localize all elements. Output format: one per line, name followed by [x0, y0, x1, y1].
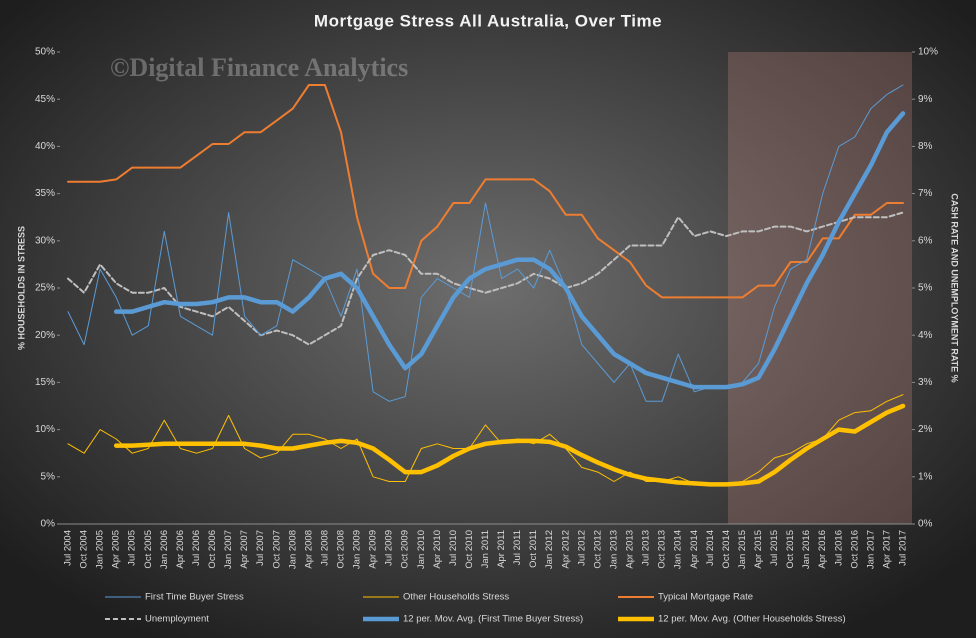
x-tick-label: Jan 2007 — [223, 530, 234, 569]
series-line — [67, 211, 904, 346]
legend-label: 12 per. Mov. Avg. (First Time Buyer Stre… — [403, 614, 583, 625]
x-tick-label: Jul 2004 — [63, 530, 74, 566]
y-tick-label: 20% — [35, 330, 55, 341]
x-tick-label: Jul 2012 — [576, 530, 587, 566]
y2-tick-label: 8% — [918, 141, 933, 152]
y2-tick-label: 10% — [918, 47, 938, 58]
y-tick-label: 40% — [35, 141, 55, 152]
x-tick-label: Jul 2008 — [319, 530, 330, 566]
highlight-band — [728, 52, 912, 524]
x-tick-label: Apr 2012 — [560, 530, 571, 569]
legend-label: Other Households Stress — [403, 592, 509, 603]
x-tick-label: Apr 2017 — [881, 530, 892, 569]
y2-tick-label: 5% — [918, 283, 933, 294]
legend-label: 12 per. Mov. Avg. (Other Households Stre… — [658, 614, 846, 625]
y-tick-label: 25% — [35, 283, 55, 294]
x-tick-label: Jul 2014 — [705, 530, 716, 566]
legend-label: Unemployment — [145, 614, 209, 625]
x-tick-label: Oct 2008 — [335, 530, 346, 569]
series-line — [67, 84, 904, 402]
y-axis-title: % HOUSEHOLDS IN STRESS — [16, 226, 26, 350]
x-tick-label: Apr 2005 — [111, 530, 122, 569]
x-tick-label: Oct 2010 — [464, 530, 475, 569]
y-tick-label: 0% — [41, 519, 56, 530]
legend-label: Typical Mortgage Rate — [658, 592, 753, 603]
y-tick-label: 30% — [35, 235, 55, 246]
x-tick-label: Apr 2008 — [303, 530, 314, 569]
x-tick-label: Jul 2017 — [898, 530, 909, 566]
x-tick-label: Jan 2012 — [544, 530, 555, 569]
x-tick-label: Jan 2009 — [352, 530, 363, 569]
y-tick-label: 15% — [35, 377, 55, 388]
x-tick-label: Oct 2007 — [271, 530, 282, 569]
x-tick-label: Jan 2008 — [287, 530, 298, 569]
y-tick-label: 10% — [35, 424, 55, 435]
y-tick-label: 35% — [35, 188, 55, 199]
y2-tick-label: 9% — [918, 94, 933, 105]
y2-tick-label: 3% — [918, 377, 933, 388]
x-tick-label: Jan 2014 — [673, 530, 684, 569]
x-tick-label: Jan 2006 — [159, 530, 170, 569]
x-tick-label: Oct 2013 — [657, 530, 668, 569]
x-tick-label: Jul 2009 — [384, 530, 395, 566]
x-tick-label: Jul 2016 — [833, 530, 844, 566]
x-tick-label: Jul 2005 — [127, 530, 138, 566]
chart-title: Mortgage Stress All Australia, Over Time — [314, 11, 662, 30]
x-tick-label: Jan 2017 — [865, 530, 876, 569]
y2-tick-label: 7% — [918, 188, 933, 199]
x-tick-label: Oct 2009 — [400, 530, 411, 569]
y-tick-label: 45% — [35, 94, 55, 105]
x-tick-label: Apr 2011 — [496, 530, 507, 568]
series-line — [67, 84, 904, 299]
x-tick-label: Apr 2006 — [175, 530, 186, 569]
y2-tick-label: 1% — [918, 471, 933, 482]
x-tick-label: Jan 2015 — [737, 530, 748, 569]
x-tick-label: Apr 2010 — [432, 530, 443, 569]
y2-tick-label: 0% — [918, 519, 933, 530]
y-tick-label: 50% — [35, 47, 55, 58]
x-tick-label: Oct 2005 — [143, 530, 154, 569]
y2-tick-label: 6% — [918, 235, 933, 246]
legend-label: First Time Buyer Stress — [145, 592, 244, 603]
x-tick-label: Oct 2006 — [207, 530, 218, 569]
x-tick-label: Apr 2016 — [817, 530, 828, 569]
x-tick-label: Jan 2013 — [608, 530, 619, 569]
x-tick-label: Jan 2005 — [95, 530, 106, 569]
y2-tick-label: 4% — [918, 330, 933, 341]
y-tick-label: 5% — [41, 471, 56, 482]
x-tick-label: Jul 2010 — [448, 530, 459, 566]
watermark: ©Digital Finance Analytics — [110, 53, 408, 82]
x-tick-label: Jul 2011 — [512, 530, 523, 565]
x-tick-label: Apr 2009 — [368, 530, 379, 569]
x-tick-label: Oct 2014 — [721, 530, 732, 569]
series-line — [67, 394, 904, 484]
x-tick-label: Jul 2015 — [769, 530, 780, 566]
x-tick-label: Jan 2011 — [480, 530, 491, 568]
x-tick-label: Apr 2007 — [239, 530, 250, 569]
x-tick-label: Oct 2016 — [849, 530, 860, 569]
x-tick-label: Jul 2013 — [641, 530, 652, 566]
y2-tick-label: 2% — [918, 424, 933, 435]
x-tick-label: Jul 2007 — [255, 530, 266, 566]
x-tick-label: Apr 2013 — [625, 530, 636, 569]
x-tick-label: Oct 2012 — [592, 530, 603, 569]
x-tick-label: Apr 2015 — [753, 530, 764, 569]
series-line — [113, 403, 906, 487]
x-tick-label: Oct 2015 — [785, 530, 796, 569]
x-tick-label: Apr 2014 — [689, 530, 700, 569]
x-tick-label: Jul 2006 — [191, 530, 202, 566]
x-tick-label: Jan 2010 — [416, 530, 427, 569]
x-tick-label: Oct 2011 — [528, 530, 539, 568]
y2-axis-title: CASH RATE AND UNEMPLOYMENT RATE % — [950, 193, 960, 382]
x-tick-label: Jan 2016 — [801, 530, 812, 569]
x-tick-label: Oct 2004 — [79, 530, 90, 569]
series-line — [113, 111, 906, 390]
